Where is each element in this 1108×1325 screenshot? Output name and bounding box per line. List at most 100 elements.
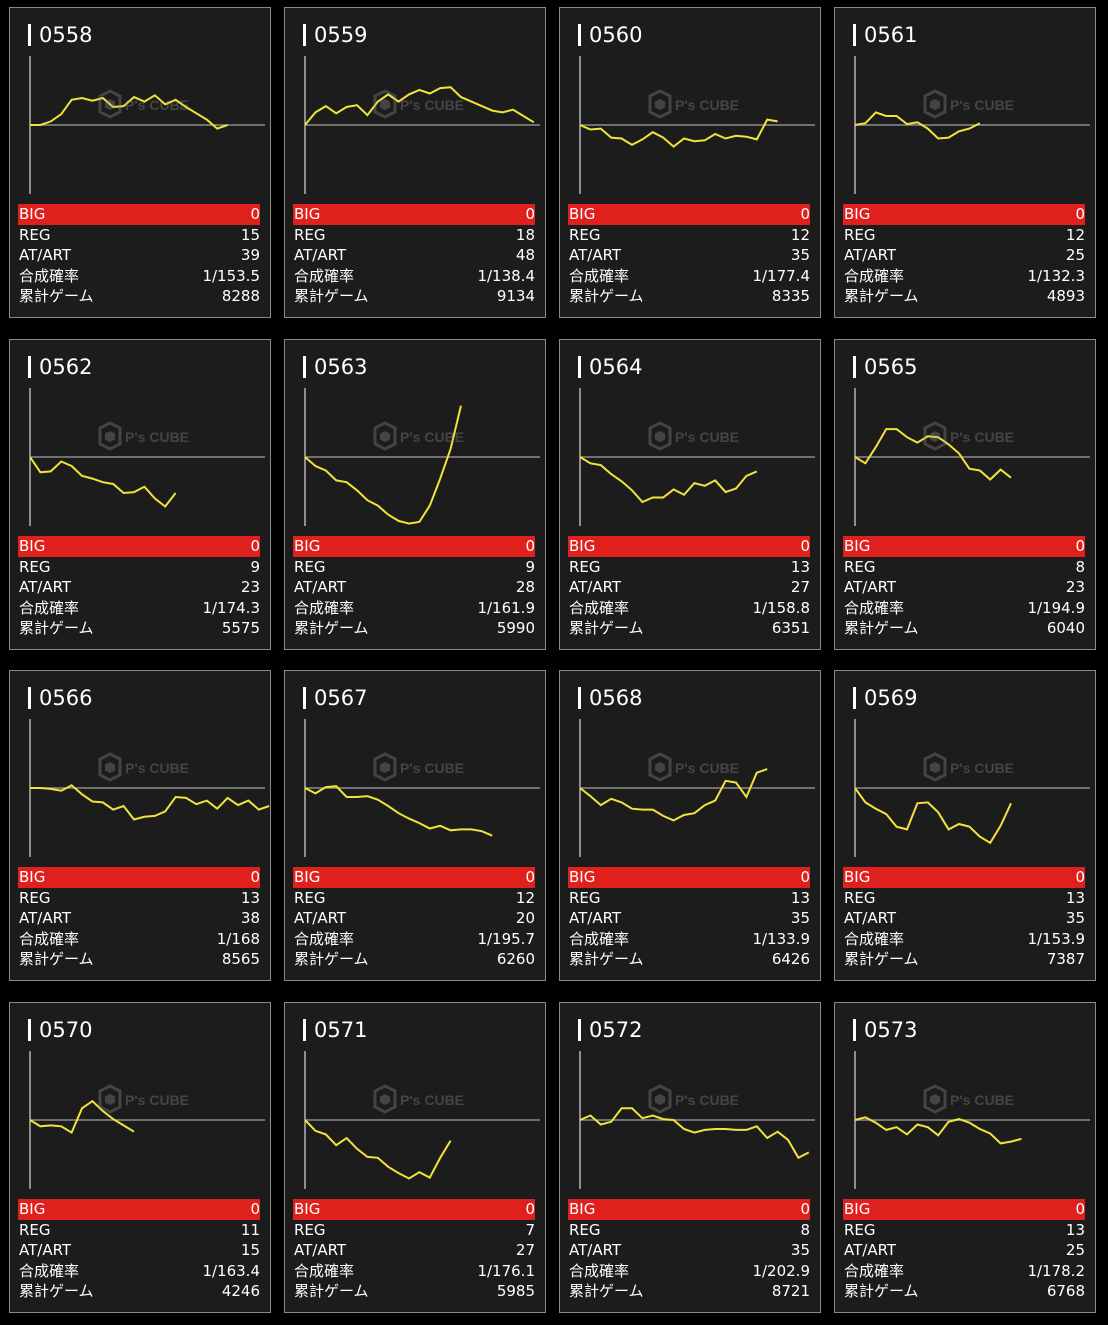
prob-label: 合成確率	[19, 266, 80, 285]
big-label: BIG	[569, 537, 596, 555]
games-label: 累計ゲーム	[19, 619, 94, 637]
at-count: 27	[515, 1241, 535, 1259]
at-label: AT/ART	[19, 1241, 72, 1259]
machine-card-0570[interactable]: 0570 P's CUBE BIG 0 REG 11 AT/ART	[9, 1002, 271, 1313]
prob-label: 合成確率	[844, 1261, 905, 1280]
machine-card-0573[interactable]: 0573 P's CUBE BIG 0 REG 13 AT/ART	[834, 1002, 1096, 1313]
at-count: 38	[240, 909, 260, 927]
machine-number: 0565	[864, 355, 918, 379]
trend-chart	[29, 388, 265, 526]
machine-card-0558[interactable]: 0558 P's CUBE BIG 0 REG 15 AT/ART	[9, 7, 271, 318]
at-label: AT/ART	[294, 578, 347, 596]
big-label: BIG	[844, 868, 871, 886]
stats-table: BIG 0 REG 9 AT/ART 23 合成確率 1/174.3 累計ゲーム…	[18, 536, 260, 639]
games-label: 累計ゲーム	[19, 950, 94, 968]
at-label: AT/ART	[569, 578, 622, 596]
big-row: BIG 0	[18, 1199, 260, 1220]
stats-table: BIG 0 REG 9 AT/ART 28 合成確率 1/161.9 累計ゲーム…	[293, 536, 535, 639]
machine-card-0572[interactable]: 0572 P's CUBE BIG 0 REG 8 AT/ART	[559, 1002, 821, 1313]
at-label: AT/ART	[294, 1241, 347, 1259]
at-count: 25	[1065, 246, 1085, 264]
prob-value: 1/176.1	[477, 1261, 535, 1280]
games-row: 累計ゲーム 6351	[568, 618, 810, 639]
trend-line	[579, 768, 768, 822]
games-value: 8288	[221, 287, 260, 305]
big-count: 0	[250, 868, 260, 886]
machine-card-0567[interactable]: 0567 P's CUBE BIG 0 REG 12 AT/ART	[284, 670, 546, 981]
big-row: BIG 0	[843, 204, 1085, 225]
at-row: AT/ART 25	[843, 245, 1085, 266]
reg-label: REG	[569, 888, 601, 907]
machine-card-0561[interactable]: 0561 P's CUBE BIG 0 REG 12 AT/ART	[834, 7, 1096, 318]
games-value: 5990	[496, 619, 535, 637]
reg-row: REG 8	[568, 1220, 810, 1241]
prob-label: 合成確率	[569, 929, 630, 948]
prob-label: 合成確率	[844, 266, 905, 285]
machine-card-0562[interactable]: 0562 P's CUBE BIG 0 REG 9 AT/ART	[9, 339, 271, 650]
games-value: 6260	[496, 950, 535, 968]
prob-value: 1/132.3	[1027, 266, 1085, 285]
machine-card-0571[interactable]: 0571 P's CUBE BIG 0 REG 7 AT/ART	[284, 1002, 546, 1313]
machine-card-0568[interactable]: 0568 P's CUBE BIG 0 REG 13 AT/ART	[559, 670, 821, 981]
at-row: AT/ART 48	[293, 245, 535, 266]
big-label: BIG	[844, 205, 871, 223]
trend-chart	[579, 1051, 815, 1189]
big-row: BIG 0	[568, 204, 810, 225]
trend-chart	[29, 719, 270, 857]
at-label: AT/ART	[844, 1241, 897, 1259]
games-label: 累計ゲーム	[294, 950, 369, 968]
machine-card-0559[interactable]: 0559 P's CUBE BIG 0 REG 18 AT/ART	[284, 7, 546, 318]
machine-card-0560[interactable]: 0560 P's CUBE BIG 0 REG 12 AT/ART	[559, 7, 821, 318]
reg-label: REG	[844, 1220, 876, 1239]
machine-card-0566[interactable]: 0566 P's CUBE BIG 0 REG 13 AT/ART	[9, 670, 271, 981]
at-count: 35	[790, 246, 810, 264]
prob-row: 合成確率 1/168	[18, 929, 260, 950]
reg-count: 15	[240, 225, 260, 244]
games-label: 累計ゲーム	[19, 287, 94, 305]
machine-card-0569[interactable]: 0569 P's CUBE BIG 0 REG 13 AT/ART	[834, 670, 1096, 981]
at-row: AT/ART 35	[568, 245, 810, 266]
trend-chart	[854, 388, 1090, 526]
reg-count: 18	[515, 225, 535, 244]
at-count: 23	[1065, 578, 1085, 596]
big-count: 0	[250, 205, 260, 223]
games-value: 8565	[221, 950, 260, 968]
machine-card-0565[interactable]: 0565 P's CUBE BIG 0 REG 8 AT/ART	[834, 339, 1096, 650]
games-row: 累計ゲーム 8721	[568, 1281, 810, 1302]
at-count: 35	[790, 909, 810, 927]
machine-number: 0562	[39, 355, 93, 379]
big-row: BIG 0	[293, 1199, 535, 1220]
reg-count: 13	[790, 557, 810, 576]
reg-count: 13	[1065, 888, 1085, 907]
at-label: AT/ART	[569, 1241, 622, 1259]
machine-card-0564[interactable]: 0564 P's CUBE BIG 0 REG 13 AT/ART	[559, 339, 821, 650]
prob-value: 1/153.5	[202, 266, 260, 285]
prob-label: 合成確率	[569, 266, 630, 285]
reg-row: REG 13	[568, 888, 810, 909]
at-label: AT/ART	[844, 246, 897, 264]
at-row: AT/ART 25	[843, 1240, 1085, 1261]
games-row: 累計ゲーム 5575	[18, 618, 260, 639]
games-label: 累計ゲーム	[569, 950, 644, 968]
big-row: BIG 0	[568, 867, 810, 888]
big-row: BIG 0	[568, 536, 810, 557]
games-row: 累計ゲーム 6426	[568, 949, 810, 970]
reg-row: REG 9	[293, 557, 535, 578]
big-row: BIG 0	[18, 867, 260, 888]
reg-row: REG 8	[843, 557, 1085, 578]
reg-row: REG 13	[18, 888, 260, 909]
reg-count: 13	[790, 888, 810, 907]
stats-table: BIG 0 REG 8 AT/ART 35 合成確率 1/202.9 累計ゲーム…	[568, 1199, 810, 1302]
big-count: 0	[250, 537, 260, 555]
reg-label: REG	[19, 225, 51, 244]
machine-card-0563[interactable]: 0563 P's CUBE BIG 0 REG 9 AT/ART	[284, 339, 546, 650]
games-label: 累計ゲーム	[569, 619, 644, 637]
big-count: 0	[1075, 537, 1085, 555]
reg-label: REG	[19, 888, 51, 907]
at-count: 39	[240, 246, 260, 264]
reg-row: REG 12	[293, 888, 535, 909]
title-accent-bar	[28, 1019, 31, 1041]
games-label: 累計ゲーム	[569, 287, 644, 305]
big-count: 0	[1075, 205, 1085, 223]
prob-row: 合成確率 1/133.9	[568, 929, 810, 950]
